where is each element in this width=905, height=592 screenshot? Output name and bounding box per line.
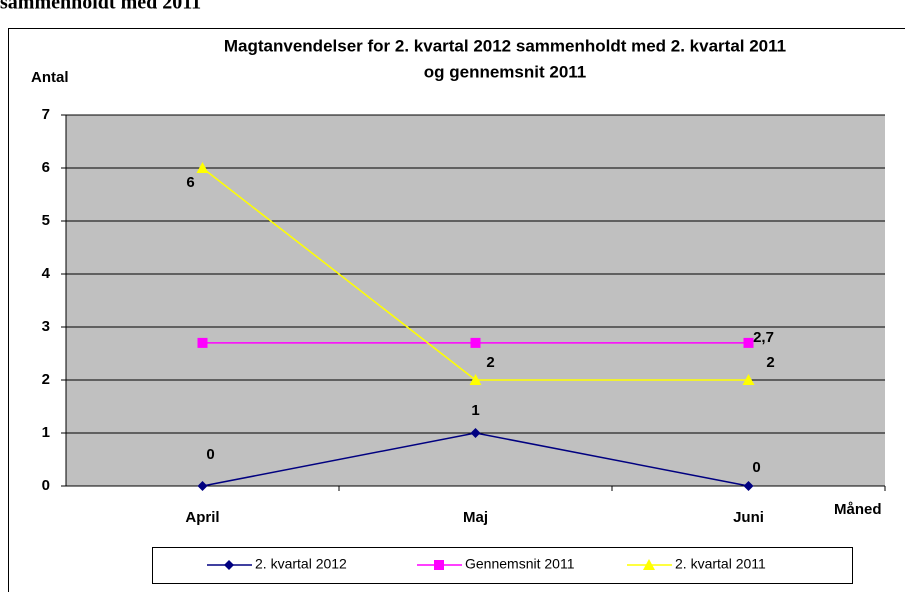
- chart-title: og gennemsnit 2011: [424, 62, 587, 81]
- marker: [197, 481, 208, 491]
- marker: [469, 374, 482, 385]
- marker: [643, 559, 655, 570]
- y-tick-label: 3: [42, 318, 50, 335]
- data-label: 6: [186, 174, 194, 191]
- y-tick-label: 1: [42, 424, 50, 441]
- plot-area: [66, 115, 885, 486]
- x-tick-label: Maj: [463, 509, 488, 526]
- y-tick-label: 2: [42, 371, 50, 388]
- y-tick-label: 0: [42, 477, 50, 494]
- marker: [197, 337, 208, 348]
- x-axis-label: Måned: [834, 501, 882, 518]
- legend-label: 2. kvartal 2012: [255, 556, 347, 572]
- data-label: 0: [752, 459, 760, 476]
- y-tick-label: 6: [42, 159, 50, 176]
- marker: [742, 374, 755, 385]
- legend-label: Gennemsnit 2011: [465, 556, 575, 572]
- legend-label: 2. kvartal 2011: [675, 556, 766, 572]
- legend: [152, 547, 853, 584]
- x-tick-label: Juni: [733, 509, 764, 526]
- y-tick-label: 4: [42, 265, 51, 282]
- chart-title: Magtanvendelser for 2. kvartal 2012 samm…: [224, 36, 786, 55]
- marker: [224, 560, 234, 570]
- marker: [470, 428, 481, 438]
- data-label: 2: [766, 354, 774, 371]
- y-axis-label: Antal: [31, 69, 69, 86]
- data-label: 2,7: [753, 329, 774, 346]
- marker: [434, 560, 444, 570]
- data-label: 0: [206, 446, 214, 463]
- x-tick-label: April: [185, 509, 219, 526]
- data-label: 2: [486, 354, 494, 371]
- marker: [470, 337, 481, 348]
- marker: [743, 337, 754, 348]
- y-tick-label: 5: [42, 212, 50, 229]
- page-heading: sammenholdt med 2011: [0, 0, 201, 14]
- marker: [743, 481, 754, 491]
- marker: [196, 162, 209, 173]
- data-label: 1: [471, 402, 479, 419]
- y-tick-label: 7: [42, 106, 50, 123]
